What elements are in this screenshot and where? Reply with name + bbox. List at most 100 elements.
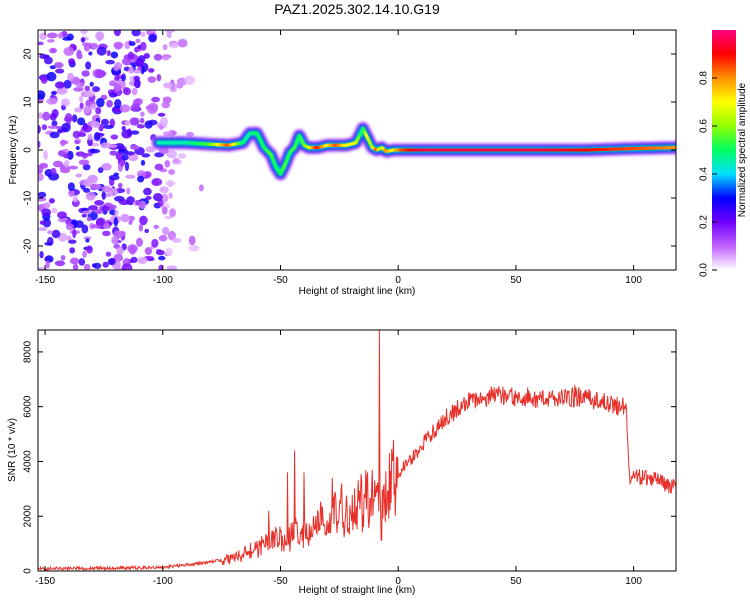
spectrogram-noise-cell	[171, 130, 177, 136]
colorbar-tick-label: 0.0	[699, 263, 710, 277]
spectrogram-noise-cell	[127, 153, 139, 162]
spectrogram-noise-cell	[38, 125, 41, 134]
spectrogram-noise-cell	[161, 193, 169, 203]
spectrogram-noise-cell	[135, 199, 141, 206]
spectrogram-noise-cell	[39, 32, 47, 41]
snr-x-tick-label: 50	[510, 576, 522, 587]
snr-x-tick-label: 0	[395, 576, 401, 587]
spectrogram-noise-cell	[121, 125, 126, 132]
spectrogram-noise-cell	[38, 41, 44, 46]
spectrogram-noise-cell	[163, 131, 171, 137]
colorbar-gradient	[712, 30, 736, 270]
spectrogram-noise-cell	[139, 117, 145, 124]
spectrogram-noise-cell	[127, 244, 138, 254]
spectrogram-noise-cell	[163, 82, 174, 89]
spectrogram-noise-cell	[119, 104, 131, 113]
spectrogram-noise-cell	[48, 198, 55, 204]
spectrogram-y-tick-label: -10	[23, 190, 34, 205]
spectrogram-noise-cell	[74, 220, 84, 228]
spectrogram-noise-cell	[78, 132, 87, 137]
spectrogram-noise-cell	[167, 179, 174, 188]
spectrogram-y-label: Frequency (Hz)	[8, 116, 19, 185]
spectrogram-noise-cell	[126, 187, 131, 195]
colorbar-tick-label: 0.6	[699, 119, 710, 133]
snr-x-axis: -150 -100 -50 0 50 100	[35, 330, 642, 587]
spectrogram-noise-cell	[80, 30, 88, 35]
spectrogram-noise-cell	[114, 99, 122, 109]
snr-x-label: Height of straight line (km)	[299, 585, 416, 596]
spectrogram-noise-cell	[83, 263, 91, 270]
spectrogram-noise-cell	[85, 99, 90, 107]
spectrogram-noise-cell	[75, 173, 83, 178]
spectrogram-noise-cell	[63, 79, 72, 89]
spectrogram-noise-cell	[115, 152, 124, 161]
spectrogram-noise-cell	[164, 215, 173, 220]
spectrogram-noise-cell	[158, 264, 164, 270]
spectrogram-noise-cell	[144, 247, 153, 255]
spectrogram-noise-cell	[90, 103, 97, 110]
spectrogram-noise-cell	[107, 258, 116, 266]
spectrogram-noise-cell	[106, 50, 111, 57]
spectrogram-noise-cell	[137, 44, 142, 50]
spectrogram-noise-cell	[48, 47, 58, 54]
spectrogram-noise-cell	[121, 73, 126, 82]
spectrogram-noise-cell	[111, 235, 119, 245]
spectrogram-noise-cell	[109, 80, 117, 87]
spectrogram-noise-cell	[188, 235, 196, 246]
spectrogram-noise-cell	[113, 253, 124, 262]
spectrogram-noise-cell	[67, 182, 75, 192]
spectrogram-noise-cell	[166, 150, 178, 159]
spectrogram-noise-cell	[148, 119, 158, 126]
spectrogram-noise-cell	[92, 86, 101, 93]
spectrogram-noise-cell	[147, 102, 159, 112]
spectrogram-noise-cell	[124, 161, 130, 172]
spectrogram-noise-cell	[39, 251, 44, 259]
spectrogram-noise-cell	[84, 85, 91, 92]
spectrogram-noise-cell	[169, 208, 176, 217]
spectrogram-noise-cell	[168, 192, 173, 199]
spectrogram-noise-cell	[143, 187, 152, 196]
spectrogram-x-axis: -150 -100 -50 0 50 100	[35, 30, 642, 286]
spectrogram-x-tick-label: -150	[35, 275, 55, 286]
spectrogram-noise-cell	[130, 256, 138, 264]
spectrogram-noise-cell	[47, 39, 55, 43]
spectrogram-noise-cell	[110, 51, 119, 59]
spectrogram-noise-cell	[39, 53, 47, 60]
spectrogram-noise-cell	[38, 90, 46, 100]
spectrogram-noise-cell	[113, 83, 122, 92]
spectrogram-noise-cell	[63, 46, 75, 56]
spectrogram-noise-cell	[85, 191, 96, 201]
spectrogram-noise-cell	[38, 140, 41, 149]
spectrogram-noise-cell	[153, 224, 159, 229]
spectrogram-noise-cell	[67, 72, 74, 82]
snr-x-tick-label: -50	[273, 576, 288, 587]
spectrogram-noise-cell	[105, 59, 115, 65]
spectrogram-noise-cell	[57, 129, 63, 134]
spectrogram-noise-cell	[141, 153, 151, 158]
spectrogram-noise-cell	[136, 124, 145, 129]
spectrogram-noise-cell	[95, 70, 107, 77]
spectrogram-noise-cell	[162, 44, 168, 51]
spectrogram-noise-cell	[75, 82, 85, 89]
spectrogram-noise-cell	[69, 165, 78, 170]
spectrogram-x-tick-label: 50	[510, 275, 522, 286]
spectrogram-noise-cell	[169, 42, 179, 49]
spectrogram-noise-cell	[159, 186, 169, 194]
spectrogram-noise-cell	[165, 247, 173, 257]
colorbar: 0.0 0.2 0.4 0.6 0.8 Normalized spectral ampl…	[699, 30, 748, 277]
spectrogram-noise-cell	[42, 111, 51, 121]
spectrogram-noise-cell	[186, 131, 194, 137]
spectrogram-noise-cell	[110, 134, 119, 140]
spectrogram-noise-cell	[103, 206, 110, 212]
spectrogram-noise-cell	[56, 86, 68, 95]
spectrogram-noise-cell	[65, 223, 75, 231]
spectrogram-noise-cell	[103, 124, 114, 129]
spectrogram-noise-cell	[39, 220, 46, 225]
spectrogram-noise-cell	[84, 89, 96, 98]
spectrogram-y-tick-label: 0	[23, 147, 34, 153]
spectrogram-noise-cell	[101, 185, 112, 193]
spectrogram-noise-cell	[157, 112, 166, 117]
spectrogram-noise-cell	[157, 199, 164, 207]
spectrogram-noise-cell	[120, 213, 130, 223]
spectrogram-noise-cell	[82, 250, 87, 258]
